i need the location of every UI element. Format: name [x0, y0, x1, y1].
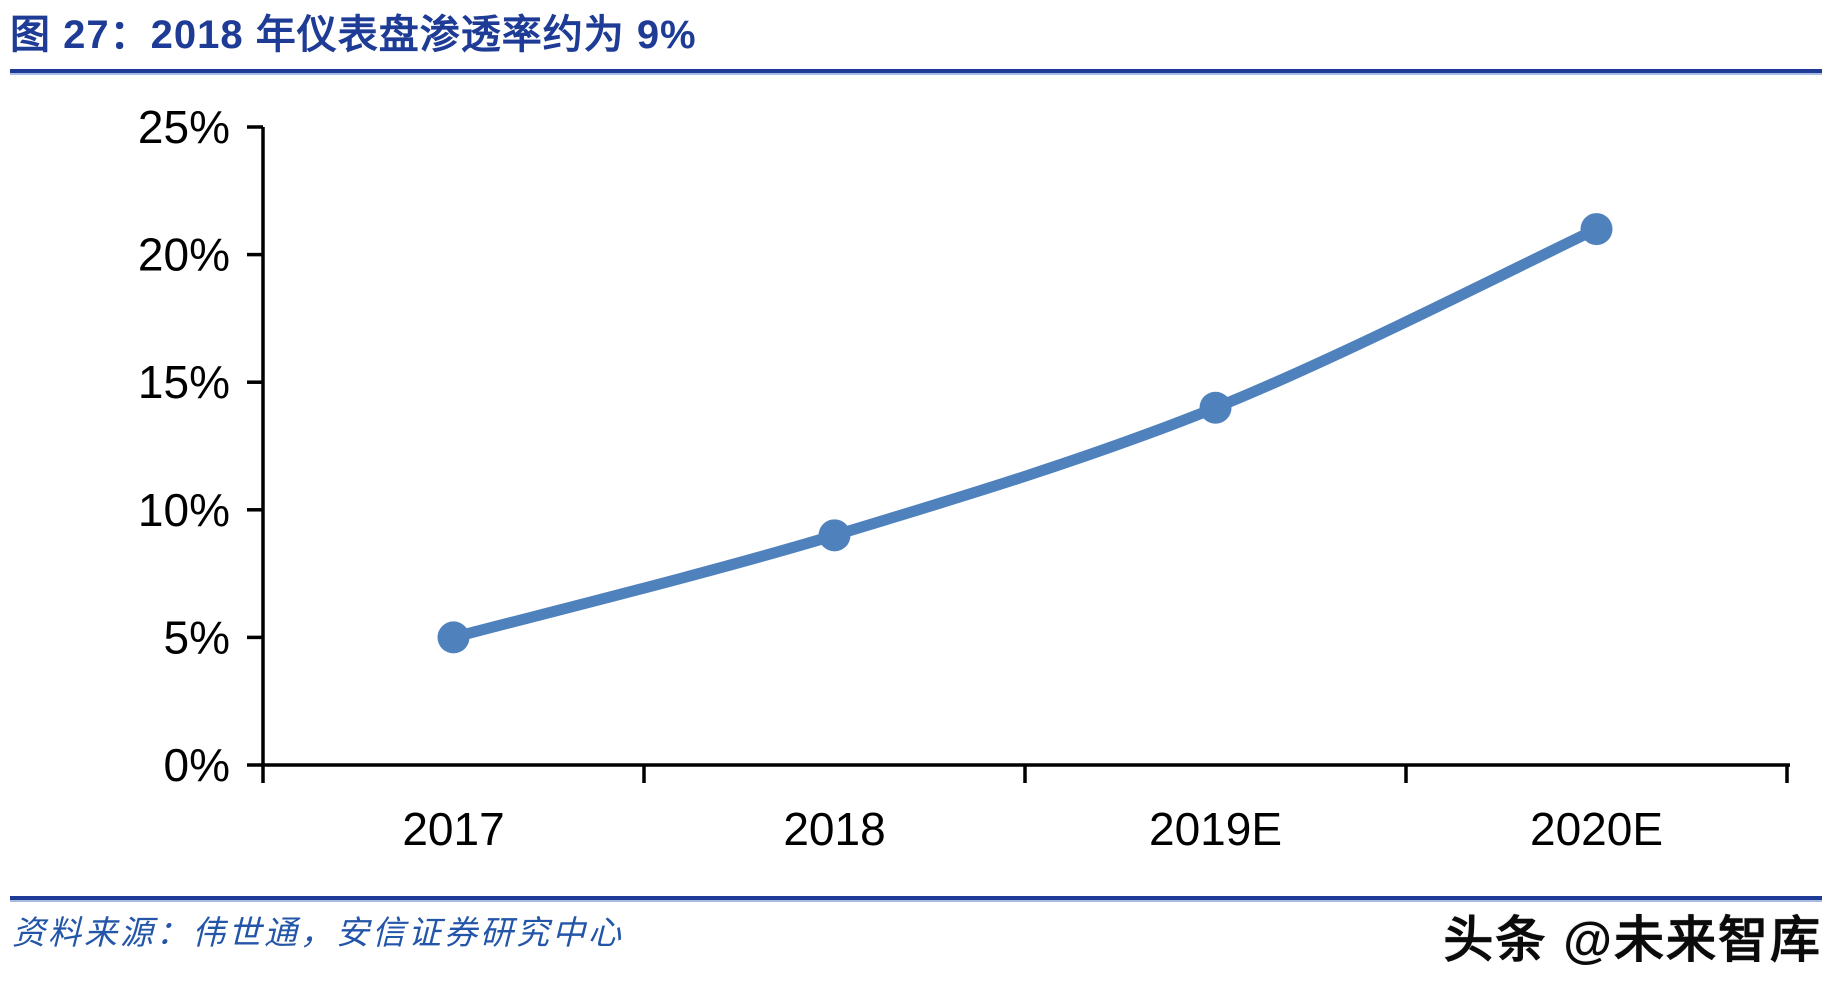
- source-note: 资料来源：伟世通，安信证券研究中心: [12, 916, 624, 952]
- footer-divider-dark-line: [10, 896, 1822, 900]
- y-tick-label: 20%: [138, 229, 230, 281]
- trend-line: [448, 223, 1602, 643]
- data-point: [437, 621, 470, 654]
- y-tick-label: 15%: [138, 356, 230, 408]
- footer-divider-light-line: [10, 900, 1822, 902]
- y-tick-label: 0%: [164, 739, 230, 791]
- x-tick-label: 2019E: [1149, 803, 1282, 855]
- title-divider-dark-line: [10, 69, 1822, 73]
- y-tick-label: 10%: [138, 484, 230, 536]
- toutiao-watermark: 头条 @未来智库: [1443, 912, 1822, 968]
- data-point: [1580, 213, 1613, 246]
- title-divider: [10, 69, 1822, 75]
- data-point: [1199, 391, 1232, 424]
- x-tick-label: 2017: [402, 803, 504, 855]
- y-tick-label: 5%: [164, 611, 230, 663]
- data-point: [818, 519, 851, 552]
- title-divider-light-line: [10, 73, 1822, 75]
- x-tick-label: 2018: [783, 803, 885, 855]
- footer-divider: [10, 896, 1822, 902]
- x-tick-label: 2020E: [1530, 803, 1663, 855]
- figure-title: 图 27：2018 年仪表盘渗透率约为 9%: [10, 13, 697, 57]
- y-tick-label: 25%: [138, 101, 230, 153]
